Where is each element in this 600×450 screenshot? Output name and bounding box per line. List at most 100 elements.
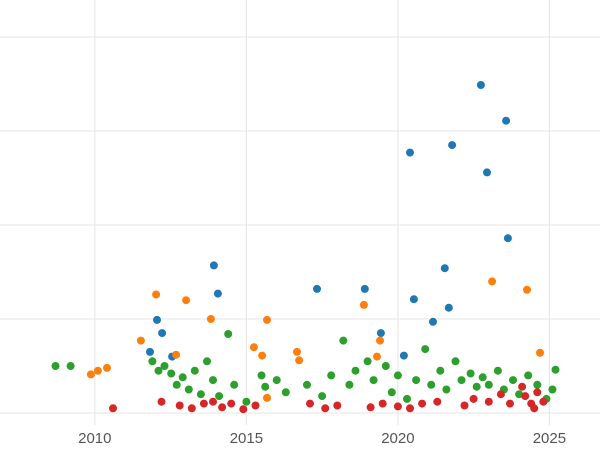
- gridlines: [0, 0, 600, 425]
- data-point: [154, 366, 163, 375]
- data-point: [506, 399, 514, 408]
- data-point: [190, 366, 199, 375]
- data-point: [86, 370, 95, 379]
- data-point: [281, 388, 290, 397]
- data-point: [227, 399, 236, 408]
- data-point: [242, 397, 251, 406]
- data-point: [345, 380, 354, 389]
- data-point: [295, 356, 304, 365]
- data-point: [427, 380, 436, 389]
- data-point: [182, 296, 191, 305]
- data-point: [327, 371, 336, 380]
- data-point: [436, 366, 445, 375]
- data-point: [409, 295, 418, 304]
- series-green: [51, 330, 560, 406]
- data-point: [136, 336, 145, 345]
- data-point: [466, 369, 475, 378]
- data-point: [503, 234, 512, 243]
- data-point: [109, 404, 117, 413]
- data-point: [51, 362, 60, 370]
- data-point: [172, 380, 181, 389]
- series-blue: [146, 81, 512, 361]
- data-point: [502, 116, 511, 125]
- data-point: [381, 362, 390, 370]
- x-tick-label: 2010: [78, 430, 111, 447]
- data-point: [152, 290, 161, 299]
- data-point: [387, 388, 396, 397]
- data-point: [209, 397, 217, 406]
- data-point: [206, 315, 215, 323]
- data-point: [451, 357, 460, 366]
- data-point: [429, 317, 437, 326]
- data-point: [160, 362, 169, 370]
- data-point: [263, 393, 271, 402]
- data-point: [293, 347, 301, 356]
- data-point: [66, 362, 75, 370]
- data-point: [373, 352, 381, 361]
- data-point: [483, 168, 491, 177]
- data-point: [263, 315, 271, 324]
- data-point: [306, 399, 314, 408]
- data-point: [393, 402, 402, 411]
- data-point: [478, 373, 487, 382]
- data-point: [393, 371, 402, 380]
- data-point: [224, 330, 233, 338]
- data-point: [440, 264, 449, 273]
- data-point: [178, 373, 187, 382]
- data-point: [533, 380, 542, 389]
- data-point: [536, 348, 544, 357]
- data-point: [360, 284, 369, 293]
- data-point: [418, 399, 427, 408]
- data-point: [313, 284, 321, 293]
- data-point: [442, 385, 451, 394]
- data-point: [184, 385, 193, 394]
- data-point: [444, 303, 453, 312]
- data-point: [406, 148, 414, 157]
- series-red: [109, 382, 548, 414]
- data-point: [366, 403, 375, 412]
- data-point: [509, 376, 517, 385]
- data-point: [148, 357, 157, 366]
- series-orange: [86, 277, 544, 402]
- data-point: [251, 401, 260, 410]
- data-point: [303, 380, 311, 389]
- data-point: [199, 399, 208, 408]
- data-point: [167, 369, 176, 378]
- data-point: [488, 277, 497, 286]
- data-point: [539, 397, 548, 406]
- data-point: [476, 81, 485, 89]
- data-point: [448, 141, 457, 150]
- data-point: [209, 261, 218, 270]
- data-point: [213, 289, 222, 298]
- data-point: [496, 390, 505, 399]
- data-point: [339, 336, 348, 345]
- data-point: [457, 376, 466, 385]
- data-point: [172, 350, 181, 359]
- data-point: [406, 404, 414, 413]
- data-point: [359, 300, 368, 309]
- x-axis-tick-labels: 2010 2015 2020 2025: [78, 430, 566, 447]
- data-point: [484, 380, 493, 389]
- data-point: [196, 390, 205, 399]
- data-point: [369, 376, 378, 385]
- data-point: [518, 382, 527, 391]
- data-point: [218, 403, 227, 412]
- data-point: [209, 376, 217, 385]
- data-point: [493, 366, 502, 375]
- data-point: [272, 376, 281, 385]
- data-point: [376, 329, 385, 338]
- data-point: [157, 397, 166, 406]
- data-point: [261, 382, 270, 391]
- data-point: [484, 397, 493, 406]
- data-point: [551, 365, 560, 374]
- data-point: [524, 371, 533, 380]
- data-point: [351, 366, 360, 375]
- x-tick-label: 2020: [381, 430, 414, 447]
- data-point: [521, 392, 530, 401]
- data-point: [376, 336, 384, 345]
- data-point: [433, 397, 442, 406]
- x-tick-label: 2025: [533, 430, 566, 447]
- data-point: [378, 399, 387, 408]
- data-point: [257, 371, 266, 380]
